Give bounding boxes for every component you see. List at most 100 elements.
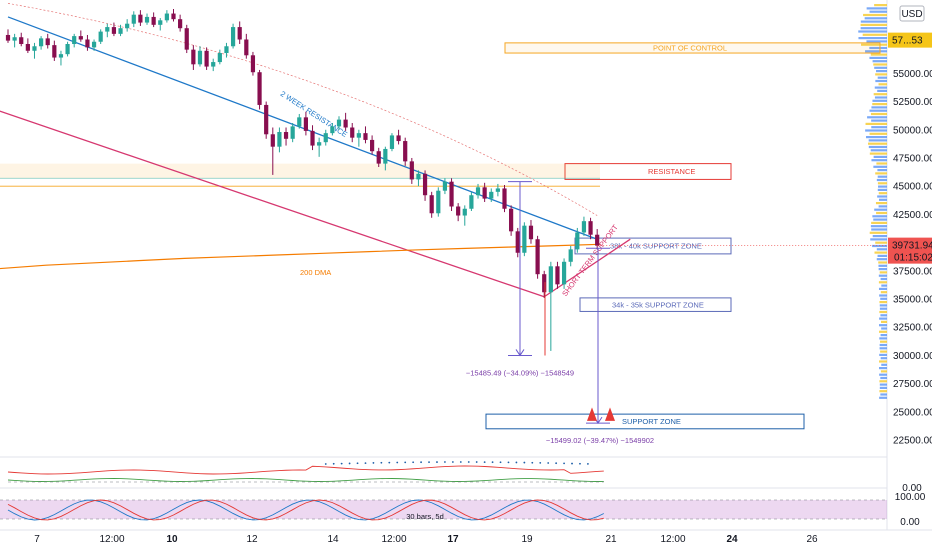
candle-body — [105, 27, 110, 32]
volume-bar — [863, 13, 887, 17]
volume-bar — [880, 334, 887, 337]
candle-body — [575, 232, 580, 250]
candle-body — [568, 249, 573, 262]
candle-body — [310, 130, 315, 146]
volume-bar — [878, 198, 887, 201]
candle-body — [191, 49, 196, 65]
stoch-band — [0, 500, 887, 519]
candle-body — [317, 142, 322, 146]
zones-layer: POINT OF CONTROL RESISTANCE 38k - 40k SUPP… — [0, 42, 881, 430]
candle-body — [164, 13, 169, 21]
zone-label: RESISTANCE — [648, 167, 695, 176]
candle-body — [257, 72, 262, 105]
volume-bar — [879, 380, 887, 383]
candle-body — [151, 16, 156, 25]
arrow-head-icon — [515, 349, 525, 357]
last-price-tag[interactable] — [888, 237, 932, 264]
volume-bar — [877, 195, 887, 198]
volume-bar — [877, 169, 887, 172]
candle-body — [118, 28, 123, 34]
osc-dot — [475, 461, 478, 463]
stoch-bars-label: 30 bars, 5d — [406, 512, 444, 521]
price-axis[interactable]: 22500.00 25000.00 27500.00 30000.00 32500.00… — [597, 32, 932, 447]
dma-200-label: 200 DMA — [300, 268, 331, 277]
volume-bar — [880, 340, 887, 343]
osc-dot — [388, 461, 391, 464]
osc-dot — [420, 461, 422, 464]
warning-icon — [605, 407, 615, 421]
osc-dot — [428, 461, 430, 464]
candle-body — [98, 31, 103, 42]
candle-body — [111, 27, 117, 34]
volume-bar — [876, 248, 887, 251]
volume-bar — [866, 136, 887, 139]
price-tick-label: 47500.00 — [893, 153, 932, 164]
dma-200-line — [0, 243, 601, 270]
candle-body — [581, 221, 587, 233]
volume-bar — [872, 215, 887, 218]
volume-bar — [879, 294, 887, 297]
volume-bar — [871, 126, 887, 129]
volume-bar — [869, 231, 887, 234]
osc-line-red — [7, 465, 604, 475]
volume-bar — [861, 43, 887, 46]
volume-bar — [879, 386, 887, 389]
currency-label: USD — [901, 9, 922, 20]
volume-bar — [865, 50, 887, 53]
volume-bar — [876, 211, 887, 215]
volume-bar — [867, 116, 887, 119]
volume-bar — [866, 40, 887, 43]
volume-bar — [875, 79, 887, 83]
volume-bar — [880, 376, 887, 380]
volume-bar — [873, 165, 887, 168]
osc-dot — [380, 461, 383, 464]
volume-bar — [880, 350, 887, 353]
osc-value-label: 0.00 — [902, 483, 922, 494]
volume-bar — [879, 373, 887, 376]
currency-button[interactable]: USD — [899, 5, 925, 22]
candle-body — [125, 23, 130, 29]
candle-body — [65, 44, 70, 55]
volume-bar — [879, 310, 887, 314]
osc-dot — [539, 461, 542, 464]
candle-body — [475, 187, 481, 196]
osc-dot — [515, 461, 518, 464]
candle-body — [356, 133, 361, 138]
volume-bar — [858, 37, 887, 40]
candle-body — [509, 208, 514, 232]
volume-bar — [871, 228, 887, 231]
osc-dot — [459, 461, 462, 463]
osc-dot — [507, 461, 510, 464]
osc-dot — [531, 461, 534, 464]
candle-body — [323, 133, 328, 143]
candle-body — [283, 132, 289, 139]
price-tick-label: 37500.00 — [893, 266, 932, 277]
volume-bar — [872, 60, 887, 63]
volume-bar — [872, 103, 887, 106]
volume-profile — [858, 4, 887, 399]
volume-bar — [868, 142, 887, 145]
time-axis[interactable]: 7 12:00 10 12 14 12:00 17 19 21 12:00 24 26 — [34, 534, 818, 545]
candle-body — [409, 161, 414, 180]
volume-bar — [872, 244, 887, 248]
measure-label: −15485.49 (−34.09%) −1548549 — [466, 368, 574, 377]
candle-body — [363, 133, 368, 140]
osc-dot — [404, 461, 407, 464]
volume-bar — [865, 122, 887, 125]
time-tick-label: 12:00 — [660, 534, 685, 545]
volume-bar — [877, 89, 887, 92]
osc-dot — [372, 462, 375, 464]
volume-bar — [881, 363, 887, 366]
candle-body — [343, 119, 348, 128]
candles-layer — [5, 9, 600, 351]
volume-bar — [878, 274, 887, 277]
candle-body — [230, 27, 236, 47]
volume-bar — [878, 261, 887, 264]
volume-bar — [879, 324, 887, 327]
candle-body — [12, 37, 17, 41]
candle-body — [264, 104, 269, 135]
time-tick-label: 26 — [806, 534, 818, 545]
candle-body — [211, 62, 216, 67]
